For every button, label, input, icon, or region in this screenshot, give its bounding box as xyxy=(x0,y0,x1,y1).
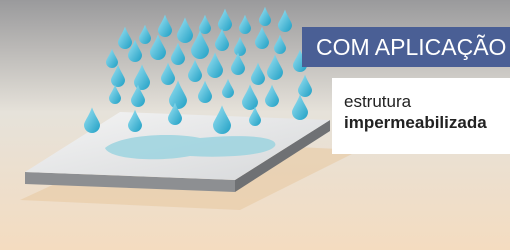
caption-line: impermeabilizada xyxy=(344,113,510,133)
illustration: COM APLICAÇÃO estrutura impermeabilizada xyxy=(0,0,510,250)
caption-box: estrutura impermeabilizada xyxy=(332,78,510,154)
caption-line: estrutura xyxy=(344,92,510,112)
banner-title: COM APLICAÇÃO xyxy=(302,27,510,67)
